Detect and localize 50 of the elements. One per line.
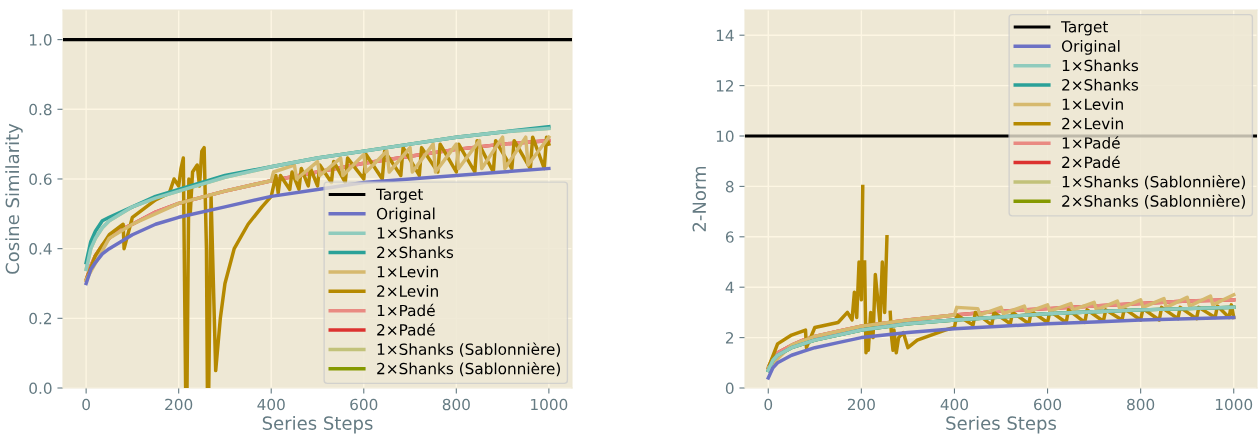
legend-label: 2×Shanks (Sablonnière) xyxy=(377,361,560,377)
legend-label: 1×Padé xyxy=(1062,136,1120,149)
x-tick-label: 1000 xyxy=(1215,398,1253,411)
legend-label: 1×Padé xyxy=(377,303,435,317)
legend-label: 1×Levin xyxy=(377,265,438,278)
y-tick-label: 0.4 xyxy=(29,243,52,255)
x-tick-label: 0 xyxy=(82,398,90,411)
legend-label: 2×Levin xyxy=(1062,117,1123,130)
legend-label: 2×Padé xyxy=(1062,155,1120,169)
x-tick-label: 600 xyxy=(1034,398,1062,411)
y-tick-label: 2 xyxy=(725,332,734,344)
y-tick-label: 10 xyxy=(716,130,734,143)
x-tick-label: 600 xyxy=(350,398,378,411)
legend-label: 1×Levin xyxy=(1062,98,1123,110)
legend-label: Original xyxy=(1061,40,1120,55)
y-tick-label: 0.0 xyxy=(29,382,52,395)
legend-label: 2×Padé xyxy=(377,323,435,336)
x-tick-label: 200 xyxy=(165,398,193,411)
x-tick-label: 400 xyxy=(257,398,285,411)
y-tick-label: 4 xyxy=(725,281,734,293)
x-tick-label: 800 xyxy=(442,398,470,411)
legend-label: 2×Shanks (Sablonnière) xyxy=(1062,194,1245,209)
legend-label: 2×Shanks xyxy=(1062,78,1139,91)
y-tick-label: 1.0 xyxy=(29,34,52,46)
x-axis-title: Series Steps xyxy=(262,415,373,434)
legend-label: 2×Levin xyxy=(377,285,438,297)
x-tick-label: 1000 xyxy=(531,398,568,411)
y-tick-label: 6 xyxy=(725,231,734,243)
y-axis-title: Cosine Similarity xyxy=(5,123,23,274)
legend-label: Original xyxy=(376,207,435,223)
y-tick-label: 0.8 xyxy=(29,103,52,116)
legend-label: Target xyxy=(376,188,423,203)
legend-label: 1×Shanks xyxy=(377,226,454,239)
y-tick-label: 0.2 xyxy=(29,312,52,325)
legend-label: 2×Shanks xyxy=(377,246,454,259)
x-tick-label: 200 xyxy=(847,398,875,411)
x-tick-label: 800 xyxy=(1127,398,1155,411)
y-tick-label: 8 xyxy=(725,180,734,193)
legend-label: 1×Shanks (Sablonnière) xyxy=(1062,175,1245,190)
legend-label: 1×Shanks (Sablonnière) xyxy=(377,342,560,357)
legend-label: 1×Shanks xyxy=(1062,59,1139,72)
legend-label: Target xyxy=(1061,21,1108,36)
y-tick-label: 12 xyxy=(716,80,734,92)
x-tick-label: 0 xyxy=(764,398,773,411)
x-tick-label: 400 xyxy=(940,398,969,411)
y-tick-label: 0 xyxy=(725,382,734,395)
y-tick-label: 0.6 xyxy=(29,173,52,185)
x-axis-title: Series Steps xyxy=(946,415,1057,434)
y-axis-title: 2-Norm xyxy=(692,166,707,232)
y-tick-label: 14 xyxy=(716,29,734,41)
